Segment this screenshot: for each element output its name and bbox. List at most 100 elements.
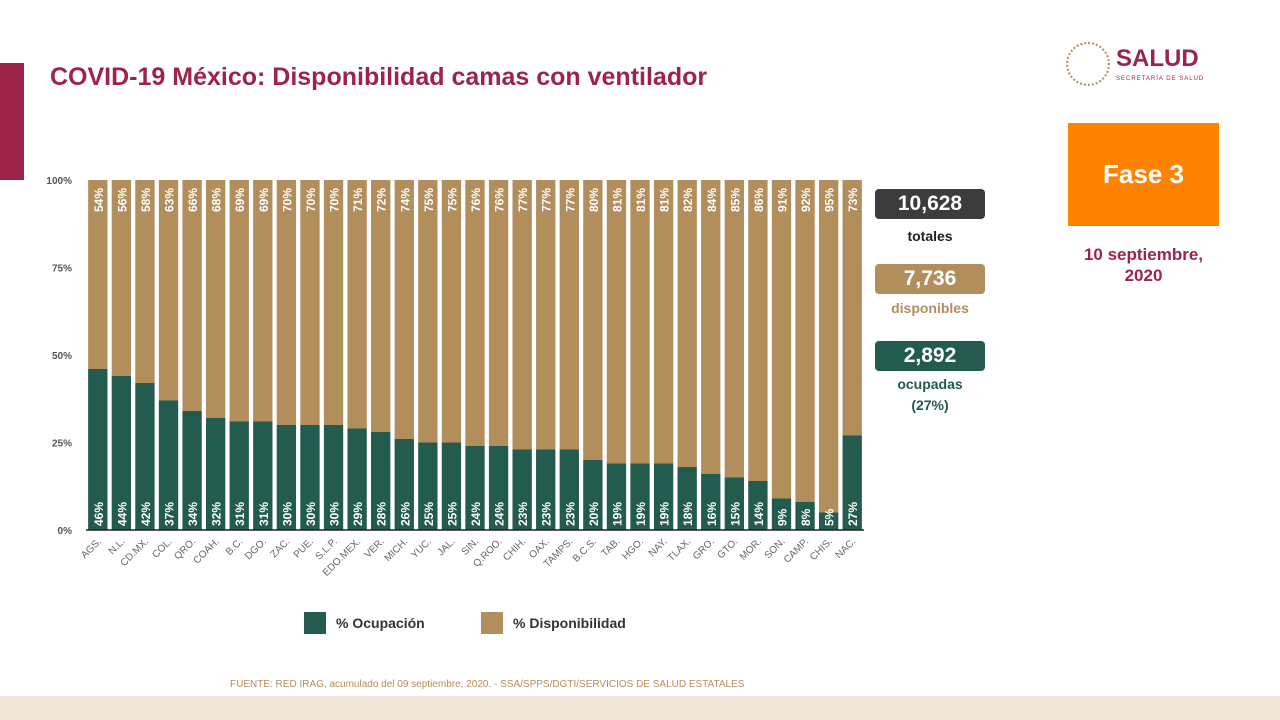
data-label-occupancy: 34%: [186, 502, 200, 526]
x-tick-label: B.C.S.: [571, 536, 599, 564]
data-label-occupancy: 42%: [139, 502, 153, 526]
data-label-availability: 91%: [775, 188, 789, 212]
accent-bar: [0, 63, 24, 180]
bar-availability: [158, 180, 179, 401]
y-tick-label: 25%: [52, 439, 72, 450]
bar-availability: [818, 180, 839, 513]
data-label-occupancy: 23%: [540, 502, 554, 526]
bar-availability: [111, 180, 132, 376]
bar-occupancy: [701, 474, 721, 530]
x-tick-label: DGO.: [243, 536, 269, 562]
seal-icon: [1066, 42, 1110, 86]
data-label-occupancy: 16%: [705, 502, 719, 526]
available-label: disponibles: [891, 300, 969, 316]
bar-availability: [512, 180, 532, 450]
data-label-occupancy: 26%: [398, 502, 412, 526]
bar-occupancy: [323, 425, 344, 530]
bar-occupancy: [111, 376, 132, 530]
phase-badge: Fase 3: [1068, 123, 1219, 226]
bar-occupancy: [206, 418, 226, 530]
data-label-availability: 58%: [139, 188, 153, 212]
bar-occupancy: [135, 383, 155, 530]
data-label-availability: 75%: [422, 188, 436, 212]
data-label-occupancy: 14%: [752, 502, 766, 526]
data-label-availability: 70%: [304, 188, 318, 212]
bar-occupancy: [394, 439, 414, 530]
data-label-availability: 66%: [186, 188, 200, 212]
x-tick-label: CHIH.: [501, 536, 528, 563]
data-label-occupancy: 18%: [681, 502, 695, 526]
bar-availability: [606, 180, 627, 464]
bar-availability: [724, 180, 744, 478]
data-label-availability: 75%: [445, 188, 459, 212]
data-label-availability: 95%: [823, 188, 837, 212]
x-tick-label: COL.: [150, 536, 174, 560]
data-label-availability: 68%: [210, 188, 224, 212]
bar-occupancy: [606, 463, 627, 530]
bar-occupancy: [347, 428, 367, 530]
bar-availability: [465, 180, 485, 446]
data-label-availability: 70%: [328, 188, 342, 212]
bar-occupancy: [229, 421, 249, 530]
page-title: COVID-19 México: Disponibilidad camas co…: [50, 63, 708, 91]
bar-availability: [88, 180, 108, 369]
x-tick-label: TAB.: [600, 536, 623, 559]
bar-occupancy: [465, 446, 485, 530]
bar-availability: [182, 180, 202, 411]
x-tick-label: GRO.: [691, 536, 717, 562]
x-tick-label: MOR.: [738, 536, 764, 562]
data-label-occupancy: 46%: [92, 502, 106, 526]
bar-occupancy: [182, 411, 202, 530]
data-label-occupancy: 30%: [304, 502, 318, 526]
bar-occupancy: [795, 502, 815, 530]
x-tick-label: JAL.: [436, 536, 458, 558]
bar-availability: [748, 180, 768, 481]
data-label-occupancy: 20%: [587, 502, 601, 526]
bar-chart: 0%25%50%75%100%54%46%AGS.56%44%N.L.58%42…: [46, 176, 864, 579]
legend-swatch: [481, 612, 503, 634]
data-label-occupancy: 37%: [163, 502, 177, 526]
bar-availability: [653, 180, 674, 464]
bar-availability: [347, 180, 367, 429]
data-label-occupancy: 28%: [375, 502, 389, 526]
bar-occupancy: [371, 432, 391, 530]
data-label-availability: 84%: [705, 188, 719, 212]
data-label-availability: 54%: [92, 188, 106, 212]
bar-occupancy: [630, 463, 650, 530]
data-label-availability: 69%: [233, 188, 247, 212]
total-label: totales: [907, 228, 953, 244]
bar-occupancy: [771, 498, 792, 530]
x-tick-label: HGO.: [620, 536, 646, 562]
data-label-availability: 77%: [540, 188, 554, 212]
data-label-availability: 81%: [610, 188, 624, 212]
y-tick-label: 50%: [52, 351, 72, 362]
data-label-occupancy: 27%: [846, 502, 860, 526]
bar-occupancy: [536, 449, 556, 530]
data-label-occupancy: 23%: [563, 502, 577, 526]
data-label-availability: 56%: [115, 188, 129, 212]
bar-availability: [842, 180, 862, 436]
data-label-occupancy: 30%: [328, 502, 342, 526]
y-tick-label: 0%: [58, 526, 73, 537]
bar-availability: [488, 180, 509, 446]
data-label-occupancy: 31%: [257, 502, 271, 526]
data-label-availability: 70%: [280, 188, 294, 212]
bar-availability: [771, 180, 792, 499]
bar-availability: [276, 180, 297, 425]
bar-availability: [701, 180, 721, 474]
bar-availability: [371, 180, 391, 432]
bar-occupancy: [842, 435, 862, 530]
x-tick-label: GTO.: [716, 536, 741, 561]
bar-availability: [559, 180, 579, 450]
bar-occupancy: [300, 425, 320, 530]
x-tick-label: AGS.: [79, 536, 104, 561]
x-tick-label: TLAX.: [666, 536, 693, 563]
data-label-occupancy: 29%: [351, 502, 365, 526]
data-label-occupancy: 25%: [445, 502, 459, 526]
bar-availability: [536, 180, 556, 450]
data-label-availability: 69%: [257, 188, 271, 212]
bar-availability: [300, 180, 320, 425]
bar-availability: [229, 180, 249, 422]
data-label-availability: 86%: [752, 188, 766, 212]
bar-availability: [253, 180, 273, 422]
